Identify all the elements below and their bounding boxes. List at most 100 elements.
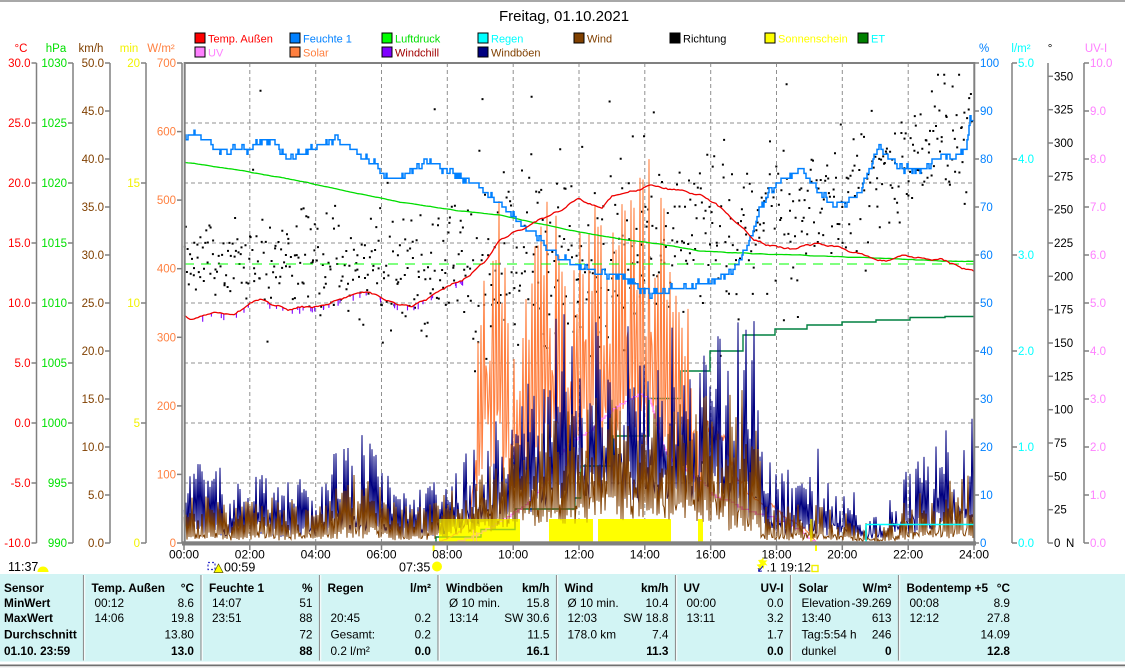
svg-text:72: 72 — [299, 628, 312, 642]
svg-text:15.0: 15.0 — [8, 238, 30, 250]
svg-text:12:12: 12:12 — [910, 611, 940, 625]
svg-text:1020: 1020 — [41, 178, 67, 190]
svg-text:75: 75 — [1054, 438, 1067, 450]
svg-text:300: 300 — [157, 332, 176, 344]
svg-text:51: 51 — [299, 596, 312, 610]
svg-text:7.4: 7.4 — [652, 628, 669, 642]
svg-text:35.0: 35.0 — [82, 202, 104, 214]
svg-text:8.0: 8.0 — [1090, 154, 1106, 166]
svg-text:dunkel: dunkel — [802, 644, 837, 658]
svg-text:200: 200 — [157, 401, 176, 413]
svg-text:Luftdruck: Luftdruck — [395, 34, 441, 46]
svg-text:20: 20 — [980, 442, 993, 454]
svg-text:6.0: 6.0 — [1090, 250, 1106, 262]
svg-text:4.0: 4.0 — [1090, 346, 1106, 358]
svg-text:600: 600 — [157, 127, 176, 139]
svg-text:5.0: 5.0 — [1090, 298, 1106, 310]
svg-text:-10.0: -10.0 — [4, 538, 30, 550]
svg-text:Windböen: Windböen — [446, 581, 503, 595]
svg-text:Feuchte 1: Feuchte 1 — [303, 34, 352, 46]
svg-text:ET: ET — [871, 34, 885, 46]
svg-text:01.10. 23:59: 01.10. 23:59 — [4, 644, 71, 658]
svg-text:0: 0 — [980, 538, 986, 550]
svg-text:Regen: Regen — [328, 581, 364, 595]
svg-text:2.0: 2.0 — [1018, 346, 1034, 358]
svg-text:50.0: 50.0 — [82, 58, 104, 70]
svg-text:12.8: 12.8 — [987, 644, 1010, 658]
svg-text:MinWert: MinWert — [4, 596, 50, 610]
svg-text:1015: 1015 — [41, 238, 67, 250]
svg-text:00:59: 00:59 — [224, 561, 255, 575]
svg-text:13.0: 13.0 — [171, 644, 194, 658]
svg-text:0.0: 0.0 — [1018, 538, 1034, 550]
svg-text:275: 275 — [1054, 171, 1073, 183]
svg-text:0.2 l/m²: 0.2 l/m² — [331, 644, 370, 658]
svg-text:0: 0 — [1054, 538, 1060, 550]
svg-text:0.0: 0.0 — [1090, 538, 1106, 550]
svg-text:200: 200 — [1054, 271, 1073, 283]
svg-text:15.0: 15.0 — [82, 394, 104, 406]
svg-text:11:37: 11:37 — [8, 560, 38, 574]
svg-text:0: 0 — [170, 538, 176, 550]
svg-text:12:00: 12:00 — [564, 548, 594, 562]
svg-text:613: 613 — [872, 611, 892, 625]
svg-text:30.0: 30.0 — [82, 250, 104, 262]
svg-text:Temp. Außen: Temp. Außen — [208, 34, 273, 46]
svg-text:Wind: Wind — [565, 581, 594, 595]
svg-text:Durchschnitt: Durchschnitt — [4, 628, 77, 642]
svg-text:0: 0 — [885, 644, 892, 658]
svg-text:175: 175 — [1054, 305, 1073, 317]
svg-text:16.1: 16.1 — [527, 644, 550, 658]
svg-text:18:00: 18:00 — [761, 548, 791, 562]
svg-text:0.0: 0.0 — [88, 538, 104, 550]
svg-text:14.09: 14.09 — [980, 628, 1010, 642]
svg-text:Sensor: Sensor — [4, 581, 44, 595]
svg-text:08:00: 08:00 — [432, 548, 462, 562]
svg-text:Feuchte 1: Feuchte 1 — [209, 581, 265, 595]
svg-text:100: 100 — [157, 469, 176, 481]
svg-text:2.0: 2.0 — [1090, 442, 1106, 454]
svg-text:0.0: 0.0 — [767, 644, 784, 658]
svg-text:20.0: 20.0 — [82, 346, 104, 358]
svg-text:UV: UV — [684, 581, 701, 595]
svg-text:00:08: 00:08 — [910, 596, 940, 610]
svg-text:Windchill: Windchill — [395, 48, 439, 60]
svg-text:l/m²: l/m² — [1011, 43, 1030, 55]
svg-text:km/h: km/h — [641, 581, 669, 595]
svg-text:13:11: 13:11 — [687, 611, 716, 625]
svg-text:995: 995 — [48, 478, 67, 490]
svg-text:Richtung: Richtung — [683, 34, 726, 46]
svg-text:13:40: 13:40 — [802, 611, 832, 625]
svg-text:0: 0 — [134, 538, 140, 550]
svg-text:14:00: 14:00 — [630, 548, 660, 562]
svg-text:10.4: 10.4 — [646, 596, 669, 610]
svg-text:7.0: 7.0 — [1090, 202, 1106, 214]
svg-text:60: 60 — [980, 250, 993, 262]
svg-text:3.2: 3.2 — [767, 611, 783, 625]
svg-text:10: 10 — [127, 298, 140, 310]
svg-text:80: 80 — [980, 154, 993, 166]
svg-text:24:00: 24:00 — [959, 548, 989, 562]
svg-text:11.5: 11.5 — [527, 628, 550, 642]
svg-text:3.0: 3.0 — [1018, 250, 1034, 262]
svg-text:%: % — [302, 581, 313, 595]
svg-text:W/m²: W/m² — [147, 43, 175, 55]
svg-text:22:00: 22:00 — [893, 548, 923, 562]
svg-text:hPa: hPa — [46, 43, 67, 55]
svg-text:27.8: 27.8 — [987, 611, 1010, 625]
svg-text:990: 990 — [48, 538, 67, 550]
svg-text:5: 5 — [134, 418, 140, 430]
svg-text:1030: 1030 — [41, 58, 67, 70]
svg-text:8.6: 8.6 — [178, 596, 195, 610]
svg-text:km/h: km/h — [79, 43, 104, 55]
svg-text:Ø 10 min.: Ø 10 min. — [568, 596, 619, 610]
svg-text:1000: 1000 — [41, 418, 67, 430]
svg-text:Solar: Solar — [303, 48, 329, 60]
svg-text:70: 70 — [980, 202, 993, 214]
svg-text:Wind: Wind — [587, 34, 612, 46]
svg-text:Sonnenschein: Sonnenschein — [778, 34, 848, 46]
svg-text:0.2: 0.2 — [415, 628, 431, 642]
svg-text:8.9: 8.9 — [994, 596, 1010, 610]
svg-text:50: 50 — [980, 298, 993, 310]
svg-text:04:00: 04:00 — [301, 548, 331, 562]
